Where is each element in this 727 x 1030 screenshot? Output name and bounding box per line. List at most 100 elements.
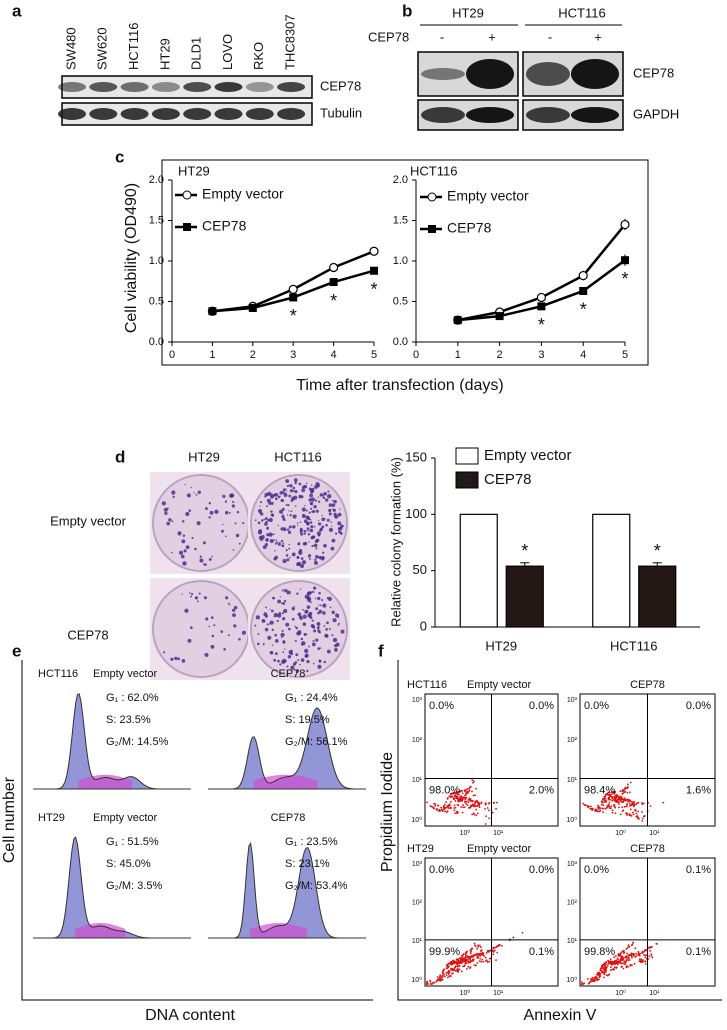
blot-band	[466, 59, 514, 89]
colony	[331, 503, 336, 508]
colony	[274, 492, 279, 497]
colony	[313, 560, 318, 565]
significance: *	[654, 541, 661, 561]
lane-label: HT29	[157, 38, 172, 70]
colony	[334, 532, 338, 535]
decade-label: 10⁰	[411, 976, 422, 984]
legend-label: Empty vector	[447, 188, 529, 204]
colony	[193, 492, 195, 494]
y-tick-label: 2.0	[393, 174, 408, 186]
event-dot	[590, 980, 593, 983]
blot-band	[151, 82, 180, 92]
colony	[174, 656, 178, 661]
colony	[308, 614, 311, 617]
colony	[333, 500, 337, 504]
colony	[331, 525, 333, 527]
event-dot	[601, 801, 604, 804]
colony	[281, 507, 285, 511]
decade-label: 10⁰	[460, 989, 471, 997]
y-tick-label: 150	[405, 449, 427, 464]
sign: -	[548, 29, 552, 44]
lane-label: SW620	[95, 27, 110, 70]
event-dot	[438, 977, 441, 979]
event-dot	[602, 964, 604, 967]
event-dot	[603, 962, 606, 965]
decade-label: 10⁰	[566, 816, 577, 824]
event-dot	[640, 958, 643, 961]
colony	[220, 529, 224, 533]
colony	[286, 665, 289, 668]
condition: Empty vector	[467, 679, 532, 691]
event-dot	[445, 967, 448, 970]
decade-label: 10¹	[649, 830, 660, 837]
event-dot	[469, 806, 472, 809]
event-dot	[602, 797, 604, 800]
colony	[312, 510, 316, 513]
colony	[301, 485, 306, 489]
event-dot	[616, 966, 618, 969]
event-dot	[620, 955, 623, 958]
point	[621, 256, 629, 265]
colony	[208, 557, 212, 561]
colony	[315, 607, 319, 611]
event-dot	[633, 953, 635, 956]
colony	[318, 604, 320, 606]
event-dot	[475, 808, 478, 811]
colony	[304, 648, 309, 654]
colony	[199, 558, 204, 563]
decade-label: 10²	[567, 900, 578, 907]
colony	[272, 533, 275, 536]
colony	[325, 523, 328, 527]
quadrant-value: 0.0%	[429, 864, 454, 876]
colony	[306, 659, 310, 664]
colony	[302, 622, 307, 626]
decade-label: 10¹	[412, 938, 423, 945]
colony	[268, 502, 272, 505]
decade-label: 10⁰	[460, 829, 471, 837]
decade-label: 10²	[412, 900, 423, 907]
event-dot	[603, 970, 606, 973]
cell-line: HT29	[38, 812, 65, 824]
event-dot	[468, 787, 471, 790]
colony	[289, 556, 291, 559]
colony	[313, 543, 318, 548]
colony	[172, 495, 175, 499]
event-dot	[479, 957, 482, 960]
event-dot	[466, 804, 469, 807]
event-dot	[604, 968, 607, 971]
colony	[306, 669, 309, 673]
event-dot	[613, 968, 615, 971]
significance: *	[521, 541, 528, 561]
event-dot	[641, 952, 643, 954]
colony	[288, 627, 291, 631]
colony	[190, 486, 193, 489]
event-dot	[581, 981, 583, 983]
event-dot	[623, 797, 626, 800]
event-dot	[644, 956, 647, 959]
event-dot	[469, 952, 472, 955]
event-dot	[469, 799, 472, 802]
event-dot	[603, 968, 605, 971]
event-dot	[476, 947, 478, 950]
colony	[308, 601, 311, 603]
event-dot	[449, 800, 452, 803]
colony	[334, 514, 339, 519]
event-dot	[619, 798, 622, 801]
point	[578, 270, 588, 281]
colony	[273, 539, 276, 541]
colony	[190, 592, 194, 596]
colony	[287, 530, 292, 534]
colony	[293, 495, 298, 500]
s-fill	[78, 774, 133, 789]
blot-band	[245, 82, 274, 92]
colony	[277, 599, 282, 604]
event-dot	[461, 959, 464, 962]
quadrant-value: 0.0%	[584, 864, 609, 876]
colony	[262, 619, 264, 621]
colony	[300, 658, 305, 662]
quadrant-value: 0.0%	[686, 700, 711, 712]
event-dot	[429, 980, 432, 983]
event-dot	[441, 810, 444, 813]
colony	[185, 545, 190, 549]
